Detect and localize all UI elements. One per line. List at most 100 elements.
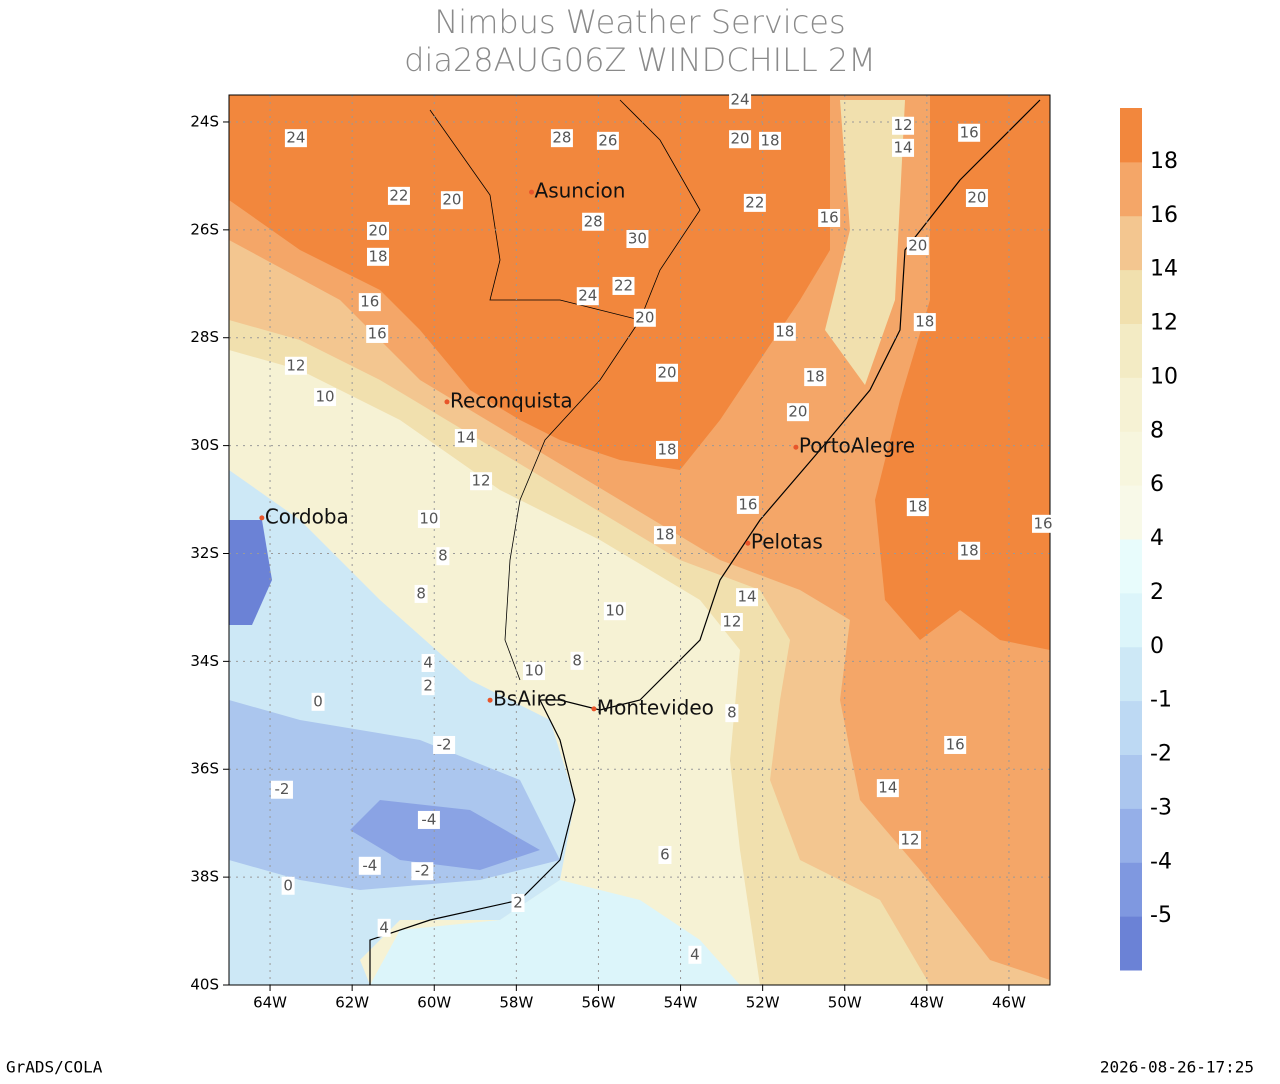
contour-label: 28 — [552, 129, 571, 147]
contour-label-box — [417, 810, 440, 829]
contour-label: 18 — [960, 541, 979, 559]
contour-label-box — [688, 945, 702, 964]
contour-label: 22 — [745, 193, 764, 211]
contour-label: -2 — [415, 862, 430, 880]
subtitle: dia28AUG06Z WINDCHILL 2M — [404, 41, 876, 79]
contour-label-box — [720, 612, 743, 631]
contour-label-box — [417, 509, 440, 528]
colorbar-label: 14 — [1150, 257, 1178, 282]
contour-label: 10 — [316, 388, 335, 406]
contour-label: 16 — [738, 495, 757, 513]
contour-label-box — [436, 547, 450, 566]
colorbar-label: 10 — [1150, 364, 1178, 389]
y-tick-label: 30S — [190, 436, 219, 454]
contour-label-box — [596, 131, 619, 150]
contour-label-box — [281, 876, 295, 895]
contour-label: 18 — [655, 526, 674, 544]
colorbar-label: -4 — [1150, 849, 1172, 874]
y-tick-label: 34S — [190, 652, 219, 670]
colorbar-label: 6 — [1150, 472, 1164, 497]
contour-label-box — [729, 90, 752, 109]
colorbar-band — [1120, 916, 1142, 971]
contour-label-box — [1032, 514, 1055, 533]
x-tick-label: 54W — [664, 994, 698, 1012]
contour-label: 20 — [731, 130, 750, 148]
contour-label: 16 — [368, 324, 387, 342]
x-tick-label: 60W — [417, 994, 451, 1012]
contour-label-box — [576, 287, 599, 306]
y-tick-label: 24S — [190, 112, 219, 130]
colorbar-label: -3 — [1150, 795, 1172, 820]
contour-label-box — [906, 498, 929, 517]
footer-right: 2026-08-26-17:25 — [1100, 1058, 1254, 1077]
footer-left: GrADS/COLA — [6, 1058, 103, 1077]
y-tick-label: 26S — [190, 220, 219, 238]
contour-label: 8 — [438, 547, 448, 565]
contour-label-box — [570, 651, 584, 670]
contour-label-box — [358, 856, 381, 875]
contour-label: 16 — [360, 293, 379, 311]
contour-label: 0 — [313, 692, 323, 710]
contour-label-box — [729, 130, 752, 149]
contour-label: 8 — [572, 651, 582, 669]
x-tick-label: 62W — [335, 994, 369, 1012]
colorbar-band — [1120, 215, 1142, 271]
contour-label: 20 — [368, 221, 387, 239]
contour-label: 18 — [915, 313, 934, 331]
city-marker — [745, 540, 751, 546]
colorbar-band — [1120, 108, 1142, 163]
city-marker — [529, 189, 535, 195]
contour-label: 8 — [416, 584, 426, 602]
city-label: PortoAlegre — [799, 434, 915, 458]
contour-label: 6 — [660, 846, 670, 864]
colorbar-band — [1120, 377, 1142, 432]
x-tick-label: 48W — [910, 994, 944, 1012]
contour-label-box — [377, 918, 391, 937]
city-label: Pelotas — [751, 530, 823, 554]
contour-label-box — [656, 363, 679, 382]
city-marker — [444, 399, 450, 405]
contour-label-box — [433, 735, 456, 754]
contour-label-box — [653, 526, 676, 545]
contour-label: 14 — [456, 429, 475, 447]
y-tick-label: 36S — [190, 760, 219, 778]
contour-label: 20 — [788, 403, 807, 421]
contour-label-box — [736, 588, 759, 607]
colorbar-band — [1120, 808, 1142, 863]
contour-label: 8 — [727, 704, 737, 722]
y-tick-label: 32S — [190, 544, 219, 562]
contour-label-box — [892, 138, 915, 157]
colorbar-label: 0 — [1150, 634, 1164, 659]
contour-label-box — [759, 131, 782, 150]
colorbar-band — [1120, 431, 1142, 486]
colorbar-band — [1120, 161, 1142, 217]
colorbar-band — [1120, 269, 1142, 324]
contour-label-box — [284, 356, 307, 375]
city-label: Montevideo — [597, 695, 714, 719]
contour-label-box — [284, 129, 307, 148]
city-marker — [487, 697, 493, 703]
contour-label: -2 — [274, 780, 289, 798]
frame — [228, 94, 1051, 986]
y-tick-label: 38S — [190, 868, 219, 886]
contour-label: 16 — [960, 123, 979, 141]
contour-label-box — [314, 388, 337, 407]
contour-label: 12 — [722, 612, 741, 630]
contour-label: -4 — [362, 856, 377, 874]
contour-label-box — [511, 894, 525, 913]
contour-label: 28 — [584, 212, 603, 230]
contour-label-box — [965, 189, 988, 208]
contour-label: 10 — [419, 509, 438, 527]
contour-label: 4 — [379, 918, 389, 936]
field-area — [350, 800, 540, 870]
contour-label: -4 — [421, 810, 436, 828]
contour-label-box — [656, 440, 679, 459]
contour-label: 18 — [760, 131, 779, 149]
contour-label-box — [804, 368, 827, 387]
y-tick-label: 40S — [190, 976, 219, 994]
colorbar-band — [1120, 485, 1142, 540]
contour-label: -2 — [437, 735, 452, 753]
contour-label: 12 — [893, 116, 912, 134]
city-label: Cordoba — [265, 504, 349, 528]
